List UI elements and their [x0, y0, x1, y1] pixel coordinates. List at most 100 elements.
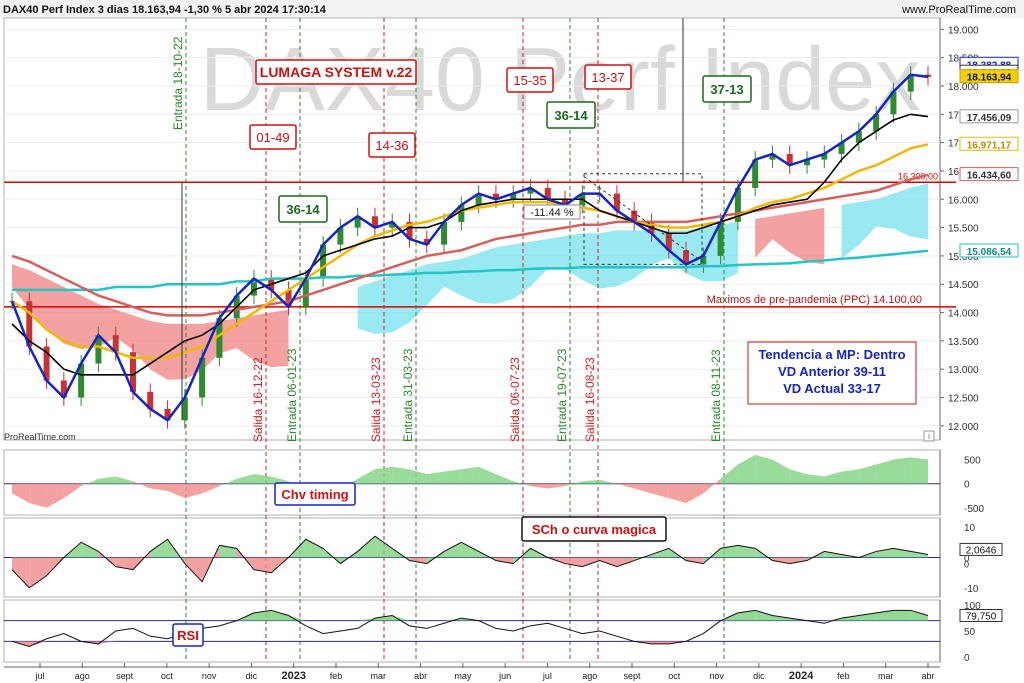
candle-body [475, 193, 482, 205]
rsi-title: RSI [177, 628, 199, 643]
candle-body [769, 153, 776, 160]
score-label: 36-14 [286, 202, 320, 217]
ma-yellow-line [11, 143, 929, 360]
sch-curve-area [29, 557, 47, 588]
rsi-overbought-area [392, 615, 410, 621]
score-label-box [702, 75, 752, 103]
chv-timing-area [374, 466, 393, 484]
sch-curve-area [651, 548, 669, 558]
chv-timing-area [634, 483, 652, 494]
candle-body [562, 199, 569, 205]
date-label-box [368, 132, 416, 158]
candle-body [250, 278, 257, 296]
y-tick-label: 14.000 [948, 309, 979, 320]
chv-timing-area [29, 483, 47, 508]
chv-timing-area [202, 483, 220, 494]
x-tick-label: mar [371, 671, 387, 681]
chv-timing-area [789, 469, 808, 484]
candle-body [890, 91, 897, 115]
system-label-box [255, 59, 417, 85]
score-label: 36-14 [554, 108, 588, 123]
x-tick-label: nov [202, 671, 217, 681]
signal-label: Entrada 08-11-23 [709, 349, 723, 442]
y-tick-label: 14.500 [948, 280, 979, 291]
y-tick-label: 15.500 [948, 224, 979, 235]
chv-timing-area [893, 457, 911, 484]
rsi-overbought-area [357, 618, 375, 621]
sch-tag: 2,0646 [966, 545, 997, 556]
signal-label: Salida 16-08-23 [583, 357, 597, 442]
chv-timing-area [392, 466, 410, 484]
sch-tick: 0 [964, 554, 970, 565]
chv-title-box [274, 482, 356, 506]
rsi-overbought-area [772, 615, 790, 621]
date-label-box [506, 67, 554, 93]
candle-body [631, 210, 638, 222]
trend-line: VD Anterior 39-11 [778, 364, 886, 379]
ichimoku-cloud-bear-2 [755, 207, 825, 265]
sch-curve-area [461, 542, 479, 558]
x-tick-label: 2023 [281, 670, 305, 682]
chv-timing-area [46, 483, 64, 508]
candle-body [527, 187, 534, 194]
candle-body [164, 408, 171, 421]
ma-black-line [11, 113, 929, 376]
rsi-overbought-area [253, 610, 272, 621]
chv-timing-area [495, 474, 514, 484]
candle-body [181, 397, 188, 421]
rsi-overbought-area [824, 618, 842, 621]
candle-body [337, 227, 344, 245]
date-label: 15-35 [513, 73, 546, 88]
chv-timing-area [426, 471, 445, 484]
candle-body [700, 255, 707, 265]
signal-label: Entrada 19-07-23 [555, 348, 569, 442]
trend-box [747, 341, 917, 405]
chv-timing-area [63, 483, 82, 499]
candle-body [95, 335, 102, 364]
x-tick-label: feb [330, 671, 343, 681]
rsi-tag: 79,750 [966, 612, 997, 623]
sch-curve-area [565, 557, 583, 567]
sch-title-box [521, 516, 667, 542]
date-label: 14-36 [375, 138, 408, 153]
sch-curve-area [150, 539, 168, 558]
candle-body [838, 142, 845, 154]
candle-body [216, 318, 223, 358]
candle-body [60, 380, 67, 398]
sch-curve-area [876, 548, 894, 558]
candle-body [389, 221, 396, 228]
sch-tag: 0 [964, 560, 969, 570]
chv-timing-area [616, 483, 635, 489]
sch-curve-area [409, 557, 427, 564]
rsi-tick: 0 [964, 653, 970, 664]
candle-body [112, 335, 119, 353]
chv-timing-area [807, 474, 825, 484]
score-label-box [546, 101, 596, 129]
price-tag-box [959, 109, 1019, 124]
x-tick-label: may [454, 671, 472, 681]
rsi-overbought-area [737, 610, 756, 621]
signal-label: Salida 13-03-23 [369, 357, 383, 442]
info-icon[interactable] [923, 430, 935, 442]
signal-label: Salida 16-12-22 [251, 357, 265, 442]
candle-body [406, 221, 413, 239]
chv-timing-area [547, 483, 566, 489]
signal-label: Entrada 06-01-23 [285, 348, 299, 442]
candle-body [873, 114, 880, 132]
candle-body [492, 193, 499, 200]
x-tick-label: abr [414, 671, 427, 681]
chv-timing-area [357, 469, 375, 484]
rsi-line [11, 609, 929, 648]
rsi-overbought-area [288, 615, 306, 621]
rsi-oversold-area [651, 641, 669, 644]
chv-timing-area [253, 474, 272, 484]
candle-body [458, 204, 465, 222]
rsi-oversold-area [29, 641, 47, 647]
candle-body [285, 289, 292, 307]
chv-tick: 0 [964, 480, 970, 491]
chv-timing-area [167, 483, 185, 499]
score-label: 37-13 [710, 82, 743, 97]
candle-body [907, 74, 914, 92]
